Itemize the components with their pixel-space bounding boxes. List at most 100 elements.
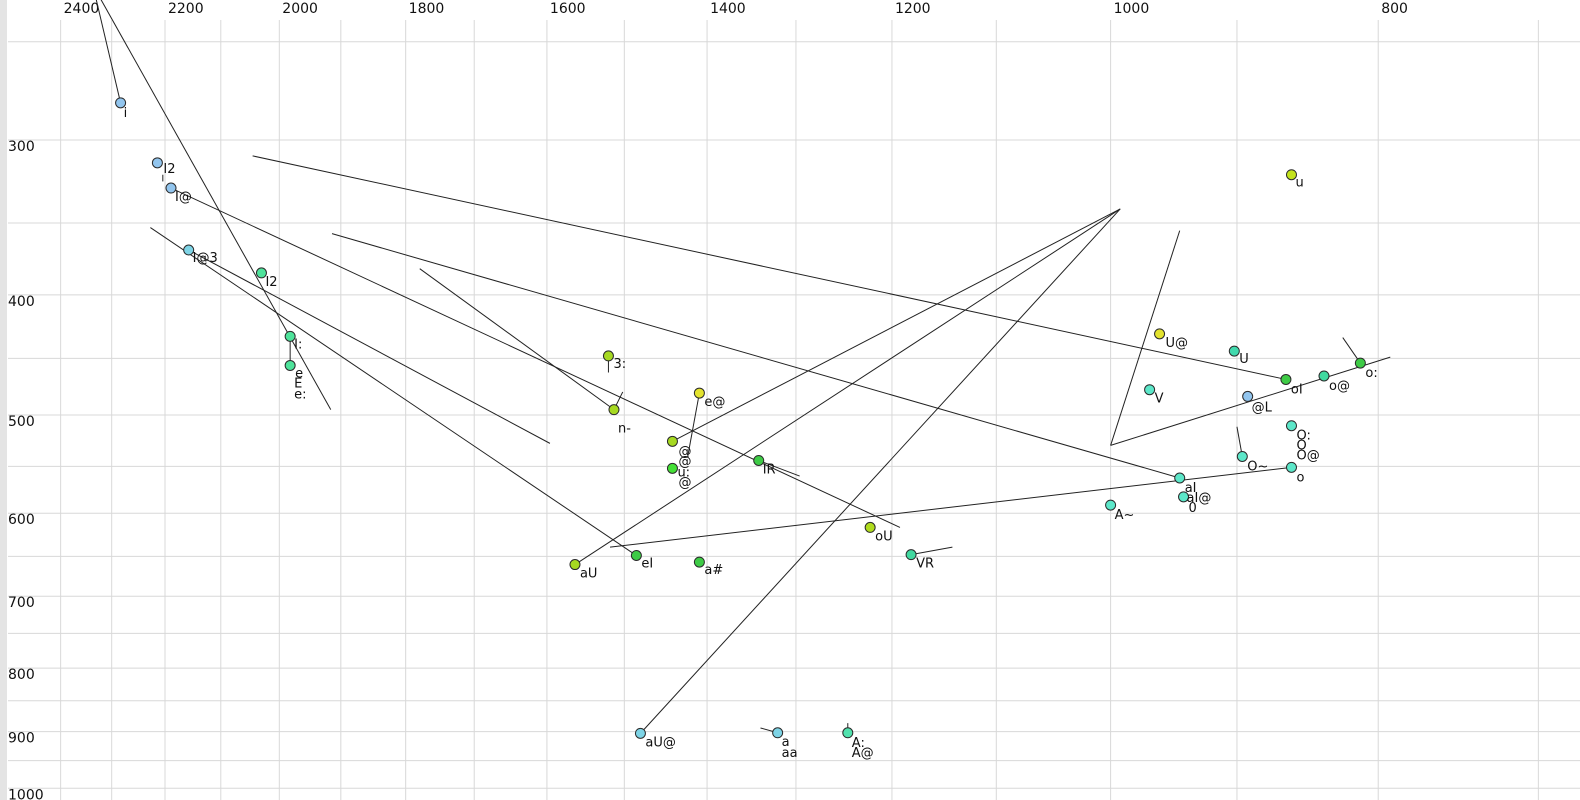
vowel-point-e-schwa bbox=[693, 387, 705, 399]
vowel-point-aU-schwa bbox=[634, 727, 646, 739]
segment-I-schwa-3-glide bbox=[188, 249, 551, 444]
segment-line-to-n-bar bbox=[419, 268, 615, 411]
segment-onset-to-i bbox=[95, 0, 122, 103]
vowel-point-u bbox=[1285, 169, 1297, 181]
vowel-point-schwa-L bbox=[1242, 390, 1254, 402]
segment-aU-schwa-to-apex bbox=[640, 208, 1121, 734]
segment-riser-shallow bbox=[1110, 356, 1391, 446]
vowel-point-o-schwa bbox=[1318, 370, 1330, 382]
vowel-point-a-hash bbox=[693, 556, 705, 568]
vowel-label-O-long-extra-0: O bbox=[1296, 439, 1306, 454]
y-tick-label-900: 900 bbox=[8, 731, 35, 747]
vowel-label-e-schwa: e@ bbox=[704, 395, 725, 410]
vowel-label-aU-schwa: aU@ bbox=[645, 735, 675, 750]
vowel-label-I2: I2 bbox=[163, 162, 175, 177]
x-tick-label-1400: 1400 bbox=[710, 1, 746, 17]
vowel-label-V: V bbox=[1155, 392, 1164, 407]
vowel-point-e bbox=[284, 359, 296, 371]
vowel-point-I2 bbox=[151, 157, 163, 169]
window-edge-band bbox=[0, 0, 7, 800]
x-tick-label-1200: 1200 bbox=[895, 1, 931, 17]
vowel-label-schwa-extra-0: @ bbox=[678, 454, 691, 469]
vowel-label-A-long: A: bbox=[852, 736, 865, 751]
vowel-label-VR: VR bbox=[916, 557, 934, 572]
y-tick-label-300: 300 bbox=[8, 139, 35, 155]
vowel-label-aU: aU bbox=[580, 567, 597, 582]
vowel-point-n-bar bbox=[608, 404, 620, 416]
vowel-point-aU bbox=[569, 559, 581, 571]
vowel-point-IR bbox=[753, 454, 765, 466]
vowel-point-a bbox=[772, 727, 784, 739]
vowel-label-I-schwa: I@ bbox=[175, 190, 192, 205]
segment-long-line-to-oI bbox=[252, 155, 1287, 380]
vowel-label-schwa-L: @L bbox=[1252, 400, 1273, 415]
vowel-label-oI: oI bbox=[1291, 382, 1303, 397]
vowel-label-O-long: O: bbox=[1296, 429, 1310, 444]
vowel-point-I2-pale bbox=[255, 267, 267, 279]
segment-e-schwa-drop bbox=[687, 392, 700, 458]
vowel-label-i: i bbox=[124, 106, 128, 121]
y-tick-label-600: 600 bbox=[8, 512, 35, 528]
vowel-label-o-schwa: o@ bbox=[1329, 379, 1350, 394]
vowel-label-u-long: u: bbox=[677, 465, 690, 480]
vowel-label-I2-pale: I2 bbox=[265, 275, 277, 290]
y-tick-label-1000: 1000 bbox=[8, 787, 44, 800]
vowel-label-e: e bbox=[295, 366, 303, 381]
y-tick-label-700: 700 bbox=[8, 595, 35, 611]
vowel-label-3-long: 3: bbox=[613, 357, 626, 372]
y-tick-label-800: 800 bbox=[8, 667, 35, 683]
vowel-point-u-long bbox=[666, 462, 678, 474]
vowel-point-U bbox=[1228, 345, 1240, 357]
vowel-point-A-long bbox=[842, 727, 854, 739]
vowel-label-I-schwa-3: I@3 bbox=[193, 251, 218, 266]
vowel-label-A-long-extra-0: A@ bbox=[852, 746, 874, 761]
vowel-label-aI-schwa: aI@ bbox=[1187, 491, 1212, 506]
vowel-label-A-tilde: A~ bbox=[1115, 508, 1135, 523]
vowel-label-a-extra-0: aa bbox=[782, 746, 798, 761]
vowel-label-eI: eI bbox=[641, 557, 653, 572]
vowel-point-I-long bbox=[284, 330, 296, 342]
vowel-point-oU bbox=[864, 521, 876, 533]
x-tick-label-2000: 2000 bbox=[282, 1, 318, 17]
segment-IR-tick bbox=[758, 460, 800, 477]
segment-long-line-to-aI bbox=[331, 233, 1180, 479]
vowel-point-eI bbox=[630, 550, 642, 562]
vowel-label-I-long: I: bbox=[294, 337, 302, 352]
vowel-point-O-long bbox=[1285, 420, 1297, 432]
segment-VR-tick bbox=[910, 546, 953, 556]
vowel-point-3-long bbox=[602, 350, 614, 362]
vowel-label-o: o bbox=[1296, 470, 1304, 485]
segment-riser-steep bbox=[1110, 230, 1181, 446]
vowel-label-U-schwa: U@ bbox=[1166, 336, 1189, 351]
vowel-point-U-schwa bbox=[1154, 328, 1166, 340]
segment-schwa-to-apex bbox=[672, 208, 1121, 442]
vowel-label-o-long: o: bbox=[1365, 366, 1377, 381]
segment-aU-to-apex bbox=[574, 208, 1121, 565]
vowel-label-e-extra-1: e: bbox=[294, 387, 306, 402]
vowel-label-U: U bbox=[1239, 352, 1249, 367]
vowel-label-a: a bbox=[782, 735, 790, 750]
vowel-label-a-hash: a# bbox=[704, 563, 723, 578]
vowel-label-O-long-extra-1: O@ bbox=[1296, 449, 1319, 464]
vowel-label-aI-schwa-extra-0: 0 bbox=[1189, 501, 1197, 516]
vowel-point-o-long bbox=[1354, 357, 1366, 369]
vowel-label-n-bar: n- bbox=[618, 422, 631, 437]
segment-I-schwa-glide bbox=[170, 187, 901, 528]
vowel-label-u: u bbox=[1295, 176, 1303, 191]
vowel-point-I-schwa bbox=[165, 182, 177, 194]
x-tick-label-2200: 2200 bbox=[168, 1, 204, 17]
vowel-point-i bbox=[115, 97, 127, 109]
vowel-label-oU: oU bbox=[875, 529, 892, 544]
vowel-point-A-tilde bbox=[1105, 499, 1117, 511]
x-tick-label-800: 800 bbox=[1381, 1, 1408, 17]
x-tick-label-1000: 1000 bbox=[1114, 1, 1150, 17]
vowel-label-aI: aI bbox=[1185, 481, 1197, 496]
vowel-point-V bbox=[1144, 384, 1156, 396]
vowel-point-schwa bbox=[666, 435, 678, 447]
vowel-point-aI bbox=[1174, 472, 1186, 484]
vowel-label-schwa: @ bbox=[678, 444, 691, 459]
vowel-point-oI bbox=[1280, 373, 1292, 385]
vowel-point-O-tilde bbox=[1236, 450, 1248, 462]
vowel-point-VR bbox=[905, 549, 917, 561]
